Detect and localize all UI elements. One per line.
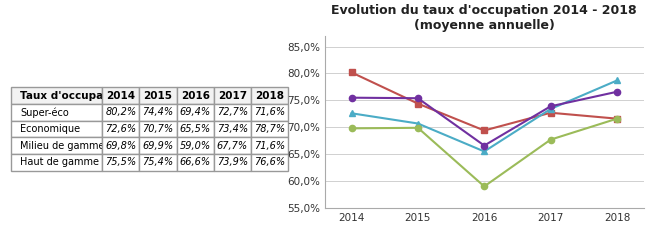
Line: Super-éco: Super-éco <box>348 69 620 134</box>
Milieu de gamme <box>348 127 356 130</box>
Milieu de gamme <box>414 126 422 129</box>
Title: Evolution du taux d'occupation 2014 - 2018
(moyenne annuelle): Evolution du taux d'occupation 2014 - 20… <box>332 4 637 32</box>
Economique <box>414 122 422 125</box>
Line: Milieu de gamme: Milieu de gamme <box>348 115 620 190</box>
Haut de gamme CDG <box>547 105 554 108</box>
Super-éco <box>547 111 554 114</box>
Haut de gamme CDG <box>414 97 422 100</box>
Super-éco <box>613 117 621 120</box>
Milieu de gamme <box>547 138 554 141</box>
Milieu de gamme <box>613 117 621 120</box>
Haut de gamme CDG <box>480 144 488 147</box>
Economique <box>613 79 621 82</box>
Milieu de gamme <box>480 185 488 188</box>
Super-éco <box>348 71 356 74</box>
Haut de gamme CDG <box>613 90 621 93</box>
Super-éco <box>414 102 422 105</box>
Economique <box>480 150 488 153</box>
Haut de gamme CDG <box>348 96 356 99</box>
Economique <box>348 112 356 115</box>
Line: Economique: Economique <box>348 77 620 155</box>
Economique <box>547 108 554 110</box>
Line: Haut de gamme CDG: Haut de gamme CDG <box>348 89 620 149</box>
Super-éco <box>480 129 488 132</box>
